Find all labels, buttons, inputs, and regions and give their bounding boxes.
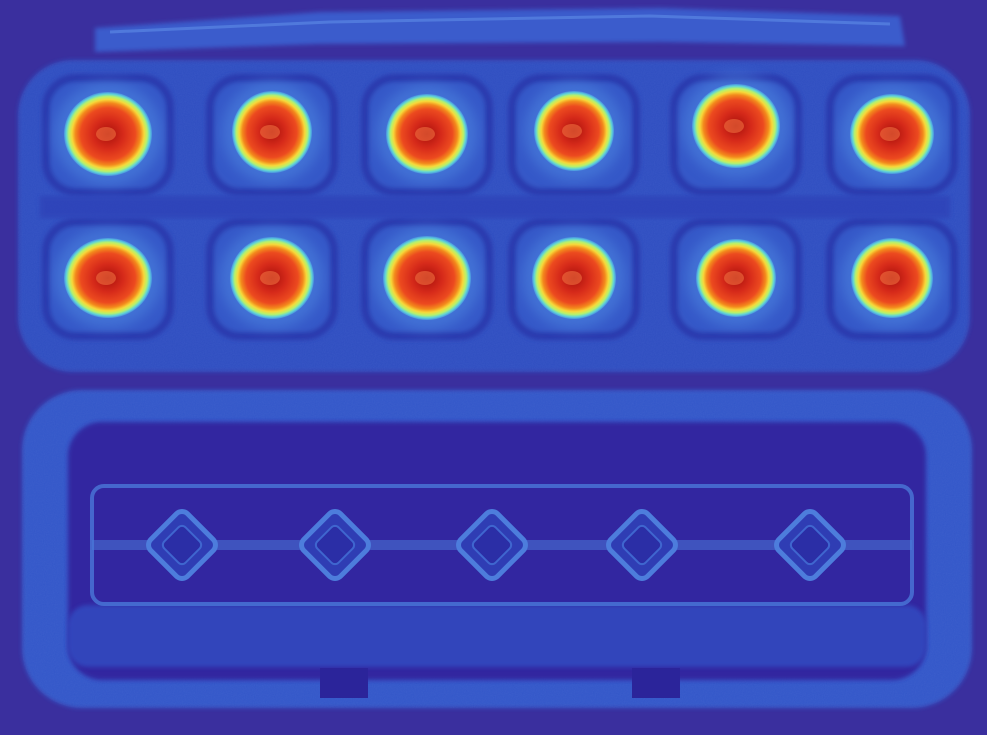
carton-top-hinge-highlight [109,14,891,34]
egg-hotspot [724,271,744,285]
egg-hotspot [415,127,435,141]
eggs [54,74,944,330]
egg-hotspot [880,271,900,285]
carton-lid [22,390,972,708]
egg-hotspot [880,127,900,141]
lid-ridge [774,509,846,581]
egg-hotspot [724,119,744,133]
egg-hotspot [96,271,116,285]
egg-hotspot [415,271,435,285]
egg-hotspot [562,124,582,138]
lid-ridge [606,509,678,581]
lid-ridge [299,509,371,581]
egg-hotspot [562,271,582,285]
lid-ridge [146,509,218,581]
egg-tray [18,60,970,372]
lid-ridge [456,509,528,581]
egg-hotspot [260,125,280,139]
egg-hotspot [96,127,116,141]
egg-hotspot [260,271,280,285]
